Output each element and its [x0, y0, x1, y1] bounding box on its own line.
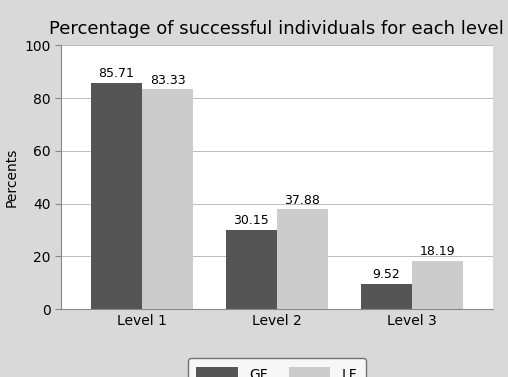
Y-axis label: Percents: Percents [5, 147, 19, 207]
Title: Percentage of successful individuals for each level: Percentage of successful individuals for… [49, 20, 504, 38]
Text: 37.88: 37.88 [284, 193, 321, 207]
Bar [412, 261, 463, 309]
Bar [90, 83, 142, 309]
Text: 30.15: 30.15 [233, 214, 269, 227]
Text: 85.71: 85.71 [99, 67, 134, 80]
Bar [226, 230, 277, 309]
Text: 9.52: 9.52 [372, 268, 400, 281]
Bar [142, 89, 193, 309]
Text: 18.19: 18.19 [420, 245, 455, 259]
Bar [361, 284, 412, 309]
Text: 83.33: 83.33 [150, 74, 185, 87]
Bar [277, 209, 328, 309]
Legend: GF, LF: GF, LF [188, 358, 366, 377]
